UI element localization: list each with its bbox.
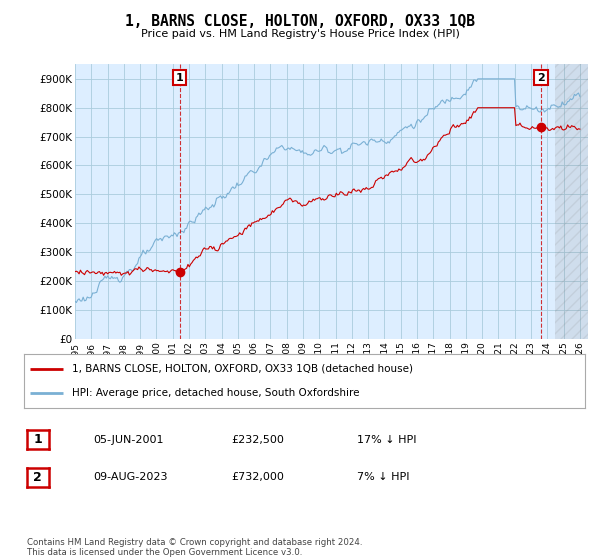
Text: 17% ↓ HPI: 17% ↓ HPI [357, 435, 416, 445]
Bar [556, 64, 600, 339]
Text: 2: 2 [537, 73, 545, 83]
Text: 1: 1 [176, 73, 184, 83]
Text: 1: 1 [34, 433, 42, 446]
Text: Contains HM Land Registry data © Crown copyright and database right 2024.
This d: Contains HM Land Registry data © Crown c… [27, 538, 362, 557]
Text: 05-JUN-2001: 05-JUN-2001 [93, 435, 163, 445]
Text: £732,000: £732,000 [231, 472, 284, 482]
Text: 7% ↓ HPI: 7% ↓ HPI [357, 472, 409, 482]
Text: Price paid vs. HM Land Registry's House Price Index (HPI): Price paid vs. HM Land Registry's House … [140, 29, 460, 39]
Text: 09-AUG-2023: 09-AUG-2023 [93, 472, 167, 482]
Text: £232,500: £232,500 [231, 435, 284, 445]
Text: HPI: Average price, detached house, South Oxfordshire: HPI: Average price, detached house, Sout… [71, 388, 359, 398]
Text: 1, BARNS CLOSE, HOLTON, OXFORD, OX33 1QB: 1, BARNS CLOSE, HOLTON, OXFORD, OX33 1QB [125, 14, 475, 29]
Text: 2: 2 [34, 470, 42, 484]
Text: 1, BARNS CLOSE, HOLTON, OXFORD, OX33 1QB (detached house): 1, BARNS CLOSE, HOLTON, OXFORD, OX33 1QB… [71, 364, 413, 374]
